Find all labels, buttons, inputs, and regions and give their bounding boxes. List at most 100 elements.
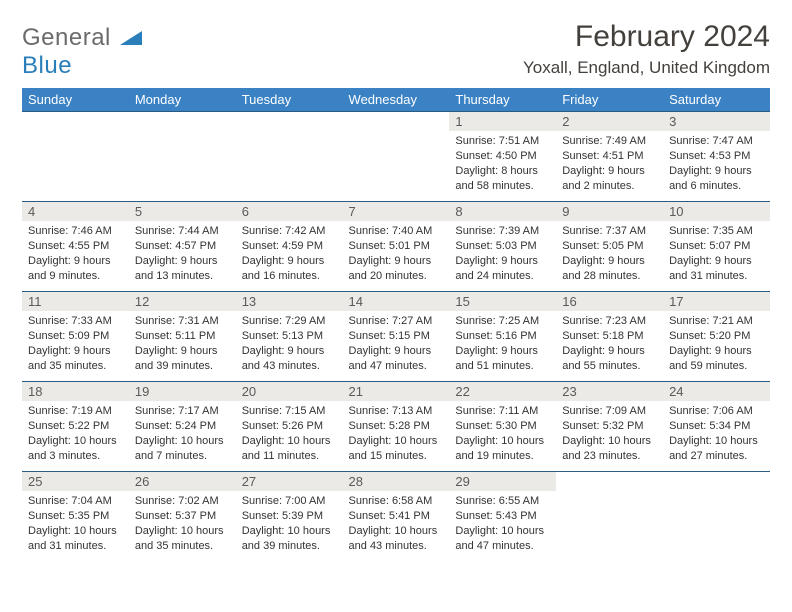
day-details: Sunrise: 7:15 AMSunset: 5:26 PMDaylight:…	[236, 401, 343, 467]
calendar-day	[343, 112, 450, 202]
day-details: Sunrise: 7:23 AMSunset: 5:18 PMDaylight:…	[556, 311, 663, 377]
day-details: Sunrise: 7:17 AMSunset: 5:24 PMDaylight:…	[129, 401, 236, 467]
day-header: Wednesday	[343, 88, 450, 112]
calendar-day: 17Sunrise: 7:21 AMSunset: 5:20 PMDayligh…	[663, 292, 770, 382]
calendar-day: 1Sunrise: 7:51 AMSunset: 4:50 PMDaylight…	[449, 112, 556, 202]
day-number: 2	[556, 112, 663, 131]
day-details: Sunrise: 7:33 AMSunset: 5:09 PMDaylight:…	[22, 311, 129, 377]
day-number: 24	[663, 382, 770, 401]
day-number: 23	[556, 382, 663, 401]
title-block: February 2024 Yoxall, England, United Ki…	[523, 20, 770, 78]
day-number: 12	[129, 292, 236, 311]
day-details: Sunrise: 7:40 AMSunset: 5:01 PMDaylight:…	[343, 221, 450, 287]
day-number: 18	[22, 382, 129, 401]
day-header: Monday	[129, 88, 236, 112]
day-number: 16	[556, 292, 663, 311]
day-details: Sunrise: 7:00 AMSunset: 5:39 PMDaylight:…	[236, 491, 343, 557]
calendar-day: 5Sunrise: 7:44 AMSunset: 4:57 PMDaylight…	[129, 202, 236, 292]
calendar-day	[663, 472, 770, 562]
day-details: Sunrise: 7:37 AMSunset: 5:05 PMDaylight:…	[556, 221, 663, 287]
day-details: Sunrise: 7:42 AMSunset: 4:59 PMDaylight:…	[236, 221, 343, 287]
day-number: 3	[663, 112, 770, 131]
calendar-day	[236, 112, 343, 202]
day-details: Sunrise: 7:04 AMSunset: 5:35 PMDaylight:…	[22, 491, 129, 557]
day-number: 10	[663, 202, 770, 221]
month-title: February 2024	[523, 20, 770, 54]
calendar-day	[22, 112, 129, 202]
day-details: Sunrise: 7:06 AMSunset: 5:34 PMDaylight:…	[663, 401, 770, 467]
day-number: 6	[236, 202, 343, 221]
day-number: 4	[22, 202, 129, 221]
day-number: 5	[129, 202, 236, 221]
calendar-day	[556, 472, 663, 562]
day-number: 8	[449, 202, 556, 221]
day-details: Sunrise: 6:55 AMSunset: 5:43 PMDaylight:…	[449, 491, 556, 557]
day-number: 25	[22, 472, 129, 491]
calendar-day: 14Sunrise: 7:27 AMSunset: 5:15 PMDayligh…	[343, 292, 450, 382]
day-details: Sunrise: 7:27 AMSunset: 5:15 PMDaylight:…	[343, 311, 450, 377]
day-details: Sunrise: 7:31 AMSunset: 5:11 PMDaylight:…	[129, 311, 236, 377]
day-details: Sunrise: 7:35 AMSunset: 5:07 PMDaylight:…	[663, 221, 770, 287]
calendar-day	[129, 112, 236, 202]
calendar-week: 4Sunrise: 7:46 AMSunset: 4:55 PMDaylight…	[22, 202, 770, 292]
day-details: Sunrise: 7:21 AMSunset: 5:20 PMDaylight:…	[663, 311, 770, 377]
day-number: 9	[556, 202, 663, 221]
header: General Blue February 2024 Yoxall, Engla…	[22, 20, 770, 80]
day-number: 17	[663, 292, 770, 311]
day-details: Sunrise: 7:47 AMSunset: 4:53 PMDaylight:…	[663, 131, 770, 197]
calendar-day: 25Sunrise: 7:04 AMSunset: 5:35 PMDayligh…	[22, 472, 129, 562]
calendar-day: 18Sunrise: 7:19 AMSunset: 5:22 PMDayligh…	[22, 382, 129, 472]
day-details: Sunrise: 7:44 AMSunset: 4:57 PMDaylight:…	[129, 221, 236, 287]
day-number: 29	[449, 472, 556, 491]
day-details: Sunrise: 7:09 AMSunset: 5:32 PMDaylight:…	[556, 401, 663, 467]
calendar-day: 20Sunrise: 7:15 AMSunset: 5:26 PMDayligh…	[236, 382, 343, 472]
day-number: 27	[236, 472, 343, 491]
day-number: 13	[236, 292, 343, 311]
calendar-day: 21Sunrise: 7:13 AMSunset: 5:28 PMDayligh…	[343, 382, 450, 472]
day-number: 21	[343, 382, 450, 401]
brand-part1: General	[22, 24, 111, 51]
calendar-day: 12Sunrise: 7:31 AMSunset: 5:11 PMDayligh…	[129, 292, 236, 382]
brand-part2: Blue	[22, 52, 72, 79]
calendar-day: 29Sunrise: 6:55 AMSunset: 5:43 PMDayligh…	[449, 472, 556, 562]
calendar-body: 1Sunrise: 7:51 AMSunset: 4:50 PMDaylight…	[22, 112, 770, 562]
logo-triangle-icon	[120, 31, 142, 45]
day-header: Saturday	[663, 88, 770, 112]
day-details: Sunrise: 7:25 AMSunset: 5:16 PMDaylight:…	[449, 311, 556, 377]
day-details: Sunrise: 7:49 AMSunset: 4:51 PMDaylight:…	[556, 131, 663, 197]
day-header: Friday	[556, 88, 663, 112]
calendar-day: 27Sunrise: 7:00 AMSunset: 5:39 PMDayligh…	[236, 472, 343, 562]
day-header: Sunday	[22, 88, 129, 112]
calendar-day: 6Sunrise: 7:42 AMSunset: 4:59 PMDaylight…	[236, 202, 343, 292]
day-details: Sunrise: 7:11 AMSunset: 5:30 PMDaylight:…	[449, 401, 556, 467]
day-number: 14	[343, 292, 450, 311]
day-details: Sunrise: 7:39 AMSunset: 5:03 PMDaylight:…	[449, 221, 556, 287]
day-header: Tuesday	[236, 88, 343, 112]
calendar-day: 9Sunrise: 7:37 AMSunset: 5:05 PMDaylight…	[556, 202, 663, 292]
calendar-day: 4Sunrise: 7:46 AMSunset: 4:55 PMDaylight…	[22, 202, 129, 292]
day-details: Sunrise: 7:19 AMSunset: 5:22 PMDaylight:…	[22, 401, 129, 467]
calendar-week: 11Sunrise: 7:33 AMSunset: 5:09 PMDayligh…	[22, 292, 770, 382]
calendar-header: SundayMondayTuesdayWednesdayThursdayFrid…	[22, 88, 770, 112]
calendar-table: SundayMondayTuesdayWednesdayThursdayFrid…	[22, 88, 770, 562]
calendar-day: 3Sunrise: 7:47 AMSunset: 4:53 PMDaylight…	[663, 112, 770, 202]
calendar-day: 13Sunrise: 7:29 AMSunset: 5:13 PMDayligh…	[236, 292, 343, 382]
day-number: 26	[129, 472, 236, 491]
calendar-day: 11Sunrise: 7:33 AMSunset: 5:09 PMDayligh…	[22, 292, 129, 382]
day-details: Sunrise: 7:51 AMSunset: 4:50 PMDaylight:…	[449, 131, 556, 197]
calendar-day: 16Sunrise: 7:23 AMSunset: 5:18 PMDayligh…	[556, 292, 663, 382]
calendar-week: 1Sunrise: 7:51 AMSunset: 4:50 PMDaylight…	[22, 112, 770, 202]
day-details: Sunrise: 7:13 AMSunset: 5:28 PMDaylight:…	[343, 401, 450, 467]
day-details: Sunrise: 6:58 AMSunset: 5:41 PMDaylight:…	[343, 491, 450, 557]
calendar-day: 24Sunrise: 7:06 AMSunset: 5:34 PMDayligh…	[663, 382, 770, 472]
calendar-day: 26Sunrise: 7:02 AMSunset: 5:37 PMDayligh…	[129, 472, 236, 562]
day-header: Thursday	[449, 88, 556, 112]
calendar-day: 15Sunrise: 7:25 AMSunset: 5:16 PMDayligh…	[449, 292, 556, 382]
day-number: 11	[22, 292, 129, 311]
location-text: Yoxall, England, United Kingdom	[523, 58, 770, 78]
calendar-day: 23Sunrise: 7:09 AMSunset: 5:32 PMDayligh…	[556, 382, 663, 472]
calendar-day: 8Sunrise: 7:39 AMSunset: 5:03 PMDaylight…	[449, 202, 556, 292]
calendar-day: 22Sunrise: 7:11 AMSunset: 5:30 PMDayligh…	[449, 382, 556, 472]
calendar-week: 18Sunrise: 7:19 AMSunset: 5:22 PMDayligh…	[22, 382, 770, 472]
calendar-day: 28Sunrise: 6:58 AMSunset: 5:41 PMDayligh…	[343, 472, 450, 562]
